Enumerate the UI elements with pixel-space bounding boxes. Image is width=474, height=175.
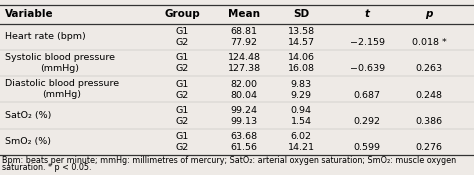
Text: 0.599: 0.599 <box>354 143 381 152</box>
Text: 99.24: 99.24 <box>231 106 257 115</box>
Text: SD: SD <box>293 9 309 19</box>
Text: Bpm: beats per minute; mmHg: millimetres of mercury; SatO₂: arterial oxygen satu: Bpm: beats per minute; mmHg: millimetres… <box>2 156 456 165</box>
Text: G2: G2 <box>176 143 189 152</box>
Text: 0.386: 0.386 <box>415 117 443 126</box>
Text: 6.02: 6.02 <box>291 132 311 141</box>
Text: 0.687: 0.687 <box>354 90 381 100</box>
Text: Diastolic blood pressure
(mmHg): Diastolic blood pressure (mmHg) <box>5 79 119 99</box>
Text: SatO₂ (%): SatO₂ (%) <box>5 111 51 120</box>
Text: 9.83: 9.83 <box>291 79 311 89</box>
Text: Mean: Mean <box>228 9 260 19</box>
Text: G2: G2 <box>176 90 189 100</box>
Text: saturation. * p < 0.05.: saturation. * p < 0.05. <box>2 163 92 173</box>
Text: −0.639: −0.639 <box>350 64 385 73</box>
Text: 0.94: 0.94 <box>291 106 311 115</box>
Text: G2: G2 <box>176 117 189 126</box>
Text: 0.263: 0.263 <box>415 64 443 73</box>
Text: 0.292: 0.292 <box>354 117 381 126</box>
Text: G2: G2 <box>176 64 189 73</box>
Text: 1.54: 1.54 <box>291 117 311 126</box>
Text: 82.00: 82.00 <box>231 79 257 89</box>
Text: Group: Group <box>164 9 201 19</box>
Text: G1: G1 <box>176 132 189 141</box>
Text: 99.13: 99.13 <box>230 117 258 126</box>
Text: 16.08: 16.08 <box>288 64 314 73</box>
Text: 14.06: 14.06 <box>288 53 314 62</box>
Text: p: p <box>425 9 433 19</box>
Text: 124.48: 124.48 <box>228 53 261 62</box>
Text: Heart rate (bpm): Heart rate (bpm) <box>5 32 85 41</box>
Text: 77.92: 77.92 <box>231 38 257 47</box>
Text: Systolic blood pressure
(mmHg): Systolic blood pressure (mmHg) <box>5 53 115 73</box>
Text: SmO₂ (%): SmO₂ (%) <box>5 137 51 146</box>
Text: 80.04: 80.04 <box>231 90 257 100</box>
Text: 9.29: 9.29 <box>291 90 311 100</box>
Text: 14.57: 14.57 <box>288 38 314 47</box>
Text: 0.276: 0.276 <box>416 143 442 152</box>
Text: 61.56: 61.56 <box>231 143 257 152</box>
Text: G1: G1 <box>176 79 189 89</box>
Text: Variable: Variable <box>5 9 54 19</box>
Text: G1: G1 <box>176 53 189 62</box>
Text: 13.58: 13.58 <box>287 27 315 36</box>
Text: 63.68: 63.68 <box>230 132 258 141</box>
Text: 68.81: 68.81 <box>231 27 257 36</box>
Text: −2.159: −2.159 <box>350 38 385 47</box>
Text: G1: G1 <box>176 106 189 115</box>
Text: G2: G2 <box>176 38 189 47</box>
Text: 14.21: 14.21 <box>288 143 314 152</box>
Text: 0.248: 0.248 <box>416 90 442 100</box>
Text: 0.018 *: 0.018 * <box>411 38 447 47</box>
Text: t: t <box>365 9 370 19</box>
Text: G1: G1 <box>176 27 189 36</box>
Text: 127.38: 127.38 <box>228 64 261 73</box>
